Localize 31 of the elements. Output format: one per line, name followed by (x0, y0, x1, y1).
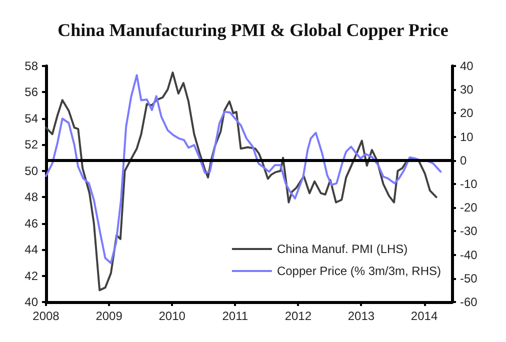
y-tick-label: 56 (24, 85, 38, 100)
legend-label: China Manuf. PMI (LHS) (276, 242, 408, 256)
y2-tick-label: -10 (460, 177, 478, 191)
x-tick-label: 2010 (158, 309, 186, 323)
x-tick-label: 2013 (348, 309, 375, 323)
y-tick-label: 58 (24, 59, 38, 73)
y2-tick-label: -50 (460, 271, 478, 286)
y-tick-label: 42 (24, 268, 38, 283)
x-tick-label: 2011 (222, 309, 248, 323)
y-tick-label: 40 (24, 295, 38, 309)
y2-tick-label: 20 (460, 106, 474, 120)
chart-title: China Manufacturing PMI & Global Copper Price (58, 20, 448, 40)
x-tick-label: 2008 (32, 309, 60, 323)
y2-tick-label: -20 (460, 200, 478, 215)
x-tick-label: 2014 (410, 309, 438, 323)
y-tick-label: 48 (24, 190, 38, 204)
y-tick-label: 44 (24, 242, 38, 257)
x-tick-label: 2012 (284, 309, 312, 323)
y-tick-label: 52 (24, 138, 38, 152)
y-tick-label: 50 (24, 164, 38, 178)
y-tick-label: 54 (24, 111, 38, 126)
y2-tick-label: 0 (460, 153, 467, 168)
y2-tick-label: -40 (460, 248, 478, 262)
y-tick-label: 46 (24, 216, 38, 230)
y2-tick-label: -60 (460, 295, 478, 309)
x-tick-label: 2009 (96, 309, 123, 323)
y2-tick-label: -30 (460, 224, 478, 238)
y2-tick-label: 40 (460, 59, 474, 73)
legend-label: Copper Price (% 3m/3m, RHS) (276, 264, 442, 278)
y2-tick-label: 30 (460, 82, 474, 97)
y2-tick-label: 10 (460, 130, 474, 144)
